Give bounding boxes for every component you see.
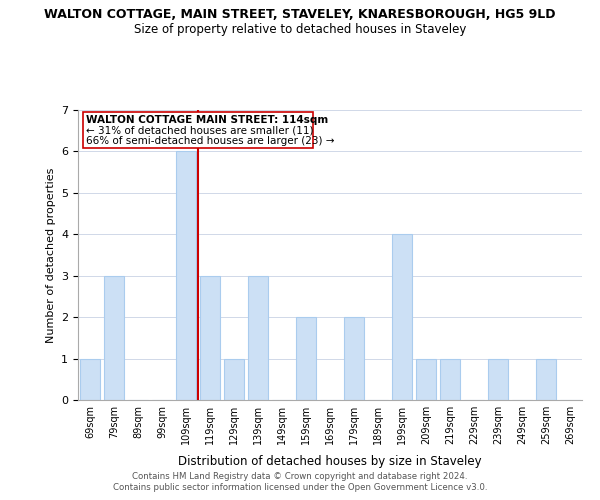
Text: Contains HM Land Registry data © Crown copyright and database right 2024.: Contains HM Land Registry data © Crown c… bbox=[132, 472, 468, 481]
Bar bbox=[104, 276, 124, 400]
X-axis label: Distribution of detached houses by size in Staveley: Distribution of detached houses by size … bbox=[178, 456, 482, 468]
Text: WALTON COTTAGE, MAIN STREET, STAVELEY, KNARESBOROUGH, HG5 9LD: WALTON COTTAGE, MAIN STREET, STAVELEY, K… bbox=[44, 8, 556, 20]
Bar bbox=[248, 276, 268, 400]
Bar bbox=[416, 358, 436, 400]
Bar bbox=[200, 276, 220, 400]
Bar bbox=[296, 317, 316, 400]
Text: ← 31% of detached houses are smaller (11): ← 31% of detached houses are smaller (11… bbox=[86, 126, 314, 136]
Bar bbox=[536, 358, 556, 400]
Bar bbox=[392, 234, 412, 400]
Text: 66% of semi-detached houses are larger (23) →: 66% of semi-detached houses are larger (… bbox=[86, 136, 335, 145]
Bar bbox=[80, 358, 100, 400]
Bar bbox=[176, 152, 196, 400]
Text: Contains public sector information licensed under the Open Government Licence v3: Contains public sector information licen… bbox=[113, 484, 487, 492]
Y-axis label: Number of detached properties: Number of detached properties bbox=[46, 168, 56, 342]
Bar bbox=[224, 358, 244, 400]
Bar bbox=[440, 358, 460, 400]
Text: Size of property relative to detached houses in Staveley: Size of property relative to detached ho… bbox=[134, 22, 466, 36]
Bar bbox=[344, 317, 364, 400]
Text: WALTON COTTAGE MAIN STREET: 114sqm: WALTON COTTAGE MAIN STREET: 114sqm bbox=[86, 115, 329, 125]
Bar bbox=[488, 358, 508, 400]
FancyBboxPatch shape bbox=[83, 112, 313, 148]
